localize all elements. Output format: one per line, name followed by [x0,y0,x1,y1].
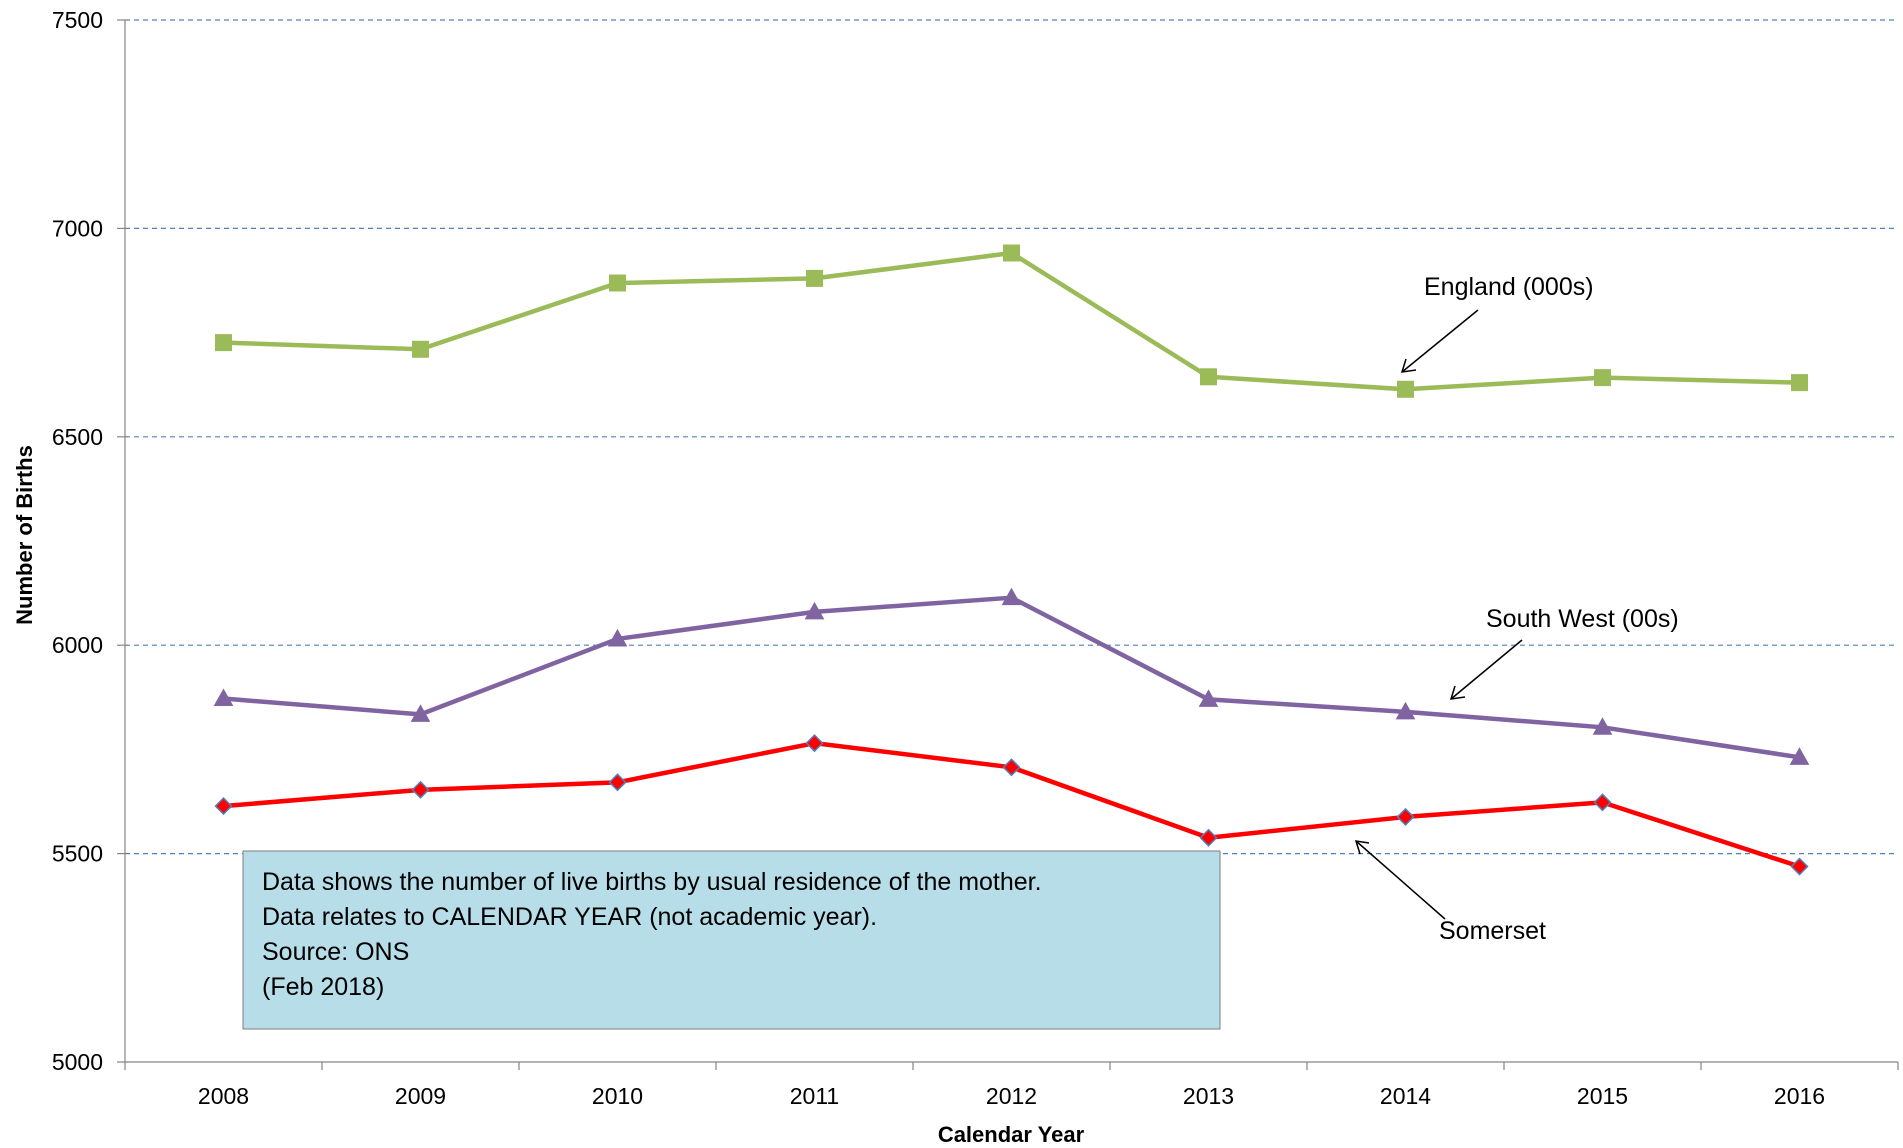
somerset-callout-arrow [1355,840,1446,920]
y-tick-label: 6500 [52,424,103,450]
data-point-triangle [1001,587,1022,606]
x-tick-label: 2008 [198,1083,249,1109]
south-west-callout-arrow [1450,639,1523,700]
england-callout-label: England (000s) [1424,273,1594,301]
data-point-square [806,269,823,287]
south-west-callout-arrowhead [1449,685,1466,700]
data-point-triangle [1395,701,1416,720]
data-point-square [412,340,429,358]
x-axis-title: Calendar Year [938,1122,1085,1147]
x-tick-label: 2009 [395,1083,446,1109]
data-point-triangle [1198,689,1219,707]
note-line-1: Data shows the number of live births by … [262,868,1042,896]
note-line-2: Data relates to CALENDAR YEAR (not acade… [262,903,877,931]
note-line-3: Source: ONS [262,938,409,966]
england-callout-arrow [1401,309,1479,373]
data-point-triangle [1789,747,1810,765]
data-point-square [609,274,626,292]
data-point-diamond [805,734,824,753]
data-point-diamond [1002,758,1021,777]
data-point-square [1594,369,1611,387]
note-box [242,850,1221,1030]
data-point-square [1200,368,1217,386]
y-tick-label: 7500 [52,7,103,33]
data-point-diamond [1790,857,1809,876]
note-line-4: (Feb 2018) [262,973,384,1001]
data-point-triangle [1592,717,1613,735]
y-tick-label: 5500 [52,841,103,867]
data-point-square [215,334,232,352]
y-axis-title: Number of Births [12,445,37,625]
x-tick-label: 2010 [592,1083,643,1109]
somerset-callout-arrowhead [1354,840,1370,855]
x-tick-label: 2014 [1380,1083,1431,1109]
x-tick-label: 2015 [1577,1083,1628,1109]
england-callout-arrowhead [1400,358,1417,373]
data-point-triangle [213,688,234,707]
series-markers [213,244,1810,876]
gridlines [125,19,1898,855]
somerset-callout-label: Somerset [1439,917,1546,945]
data-point-diamond [1396,807,1415,826]
data-point-square [1003,244,1020,262]
data-point-triangle [804,601,825,620]
data-point-square [1791,374,1808,392]
y-tick-label: 5000 [52,1049,103,1075]
axes: 5000 5500 6000 6500 7000 7500 2008 2009 2010 2011… [52,7,1899,1109]
data-point-triangle [410,704,431,722]
data-point-diamond [214,797,233,816]
data-point-triangle [607,628,628,647]
data-point-diamond [411,780,430,799]
south-west-callout-label: South West (00s) [1486,605,1679,633]
y-tick-label: 7000 [52,215,103,241]
data-point-diamond [1199,828,1218,847]
x-tick-label: 2012 [986,1083,1037,1109]
data-point-diamond [608,773,627,792]
x-tick-label: 2011 [790,1083,839,1109]
data-point-diamond [1593,793,1612,812]
data-point-square [1397,380,1414,398]
x-tick-label: 2016 [1774,1083,1825,1109]
x-tick-label: 2013 [1183,1083,1234,1109]
y-tick-label: 6000 [52,632,103,658]
